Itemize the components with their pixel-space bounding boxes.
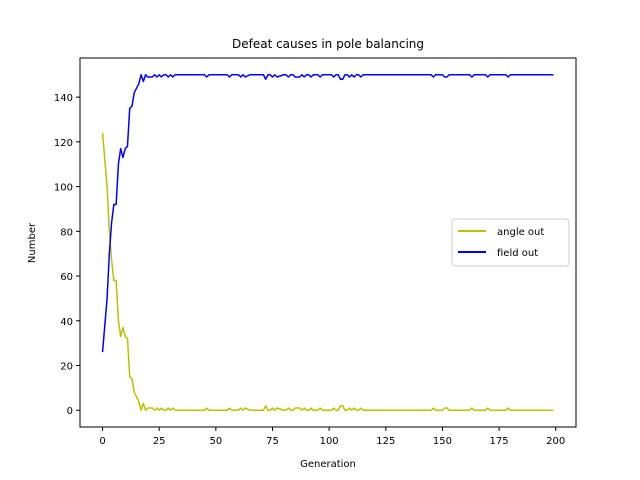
y-tick-label: 100 — [54, 183, 73, 194]
x-tick-label: 0 — [99, 436, 105, 447]
plot-area — [101, 74, 554, 411]
y-tick-label: 0 — [67, 406, 73, 417]
x-tick-label: 100 — [320, 436, 339, 447]
x-tick-label: 150 — [433, 436, 452, 447]
y-tick-label: 80 — [60, 227, 73, 238]
plot-frame — [79, 57, 577, 428]
x-tick-label: 25 — [153, 436, 166, 447]
x-tick-label: 125 — [376, 436, 395, 447]
y-tick-label: 140 — [54, 93, 73, 104]
legend-label-angle-out: angle out — [497, 227, 544, 238]
series-line-angle-out — [101, 132, 554, 411]
y-tick-label: 40 — [60, 317, 73, 328]
y-axis: 0 20 40 60 80 100 120 140 — [54, 93, 80, 417]
legend-label-field-out: field out — [497, 248, 538, 259]
chart-title: Defeat causes in pole balancing — [232, 37, 424, 51]
x-tick-label: 175 — [490, 436, 509, 447]
x-tick-label: 75 — [266, 436, 279, 447]
x-tick-label: 50 — [209, 436, 222, 447]
y-tick-label: 20 — [60, 362, 73, 373]
series-line-field-out — [101, 74, 554, 353]
y-tick-label: 60 — [60, 272, 73, 283]
x-tick-label: 200 — [546, 436, 565, 447]
x-axis-label: Generation — [300, 459, 356, 470]
x-axis: 0 25 50 75 100 125 150 175 200 — [99, 427, 565, 447]
y-axis-label: Number — [27, 222, 38, 263]
y-tick-label: 120 — [54, 138, 73, 149]
legend: angle out field out — [451, 218, 570, 267]
